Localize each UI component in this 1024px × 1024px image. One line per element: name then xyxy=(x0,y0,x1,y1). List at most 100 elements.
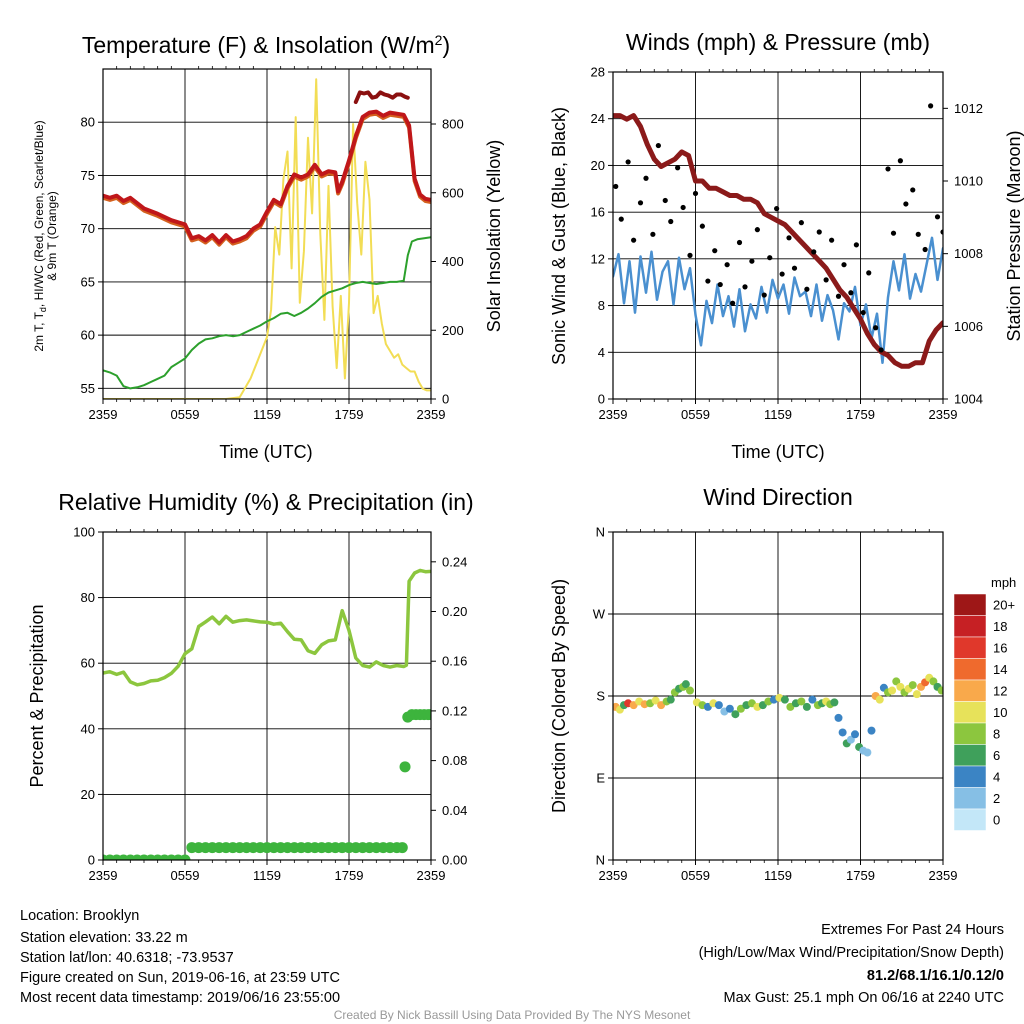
right-tick-label: 0.24 xyxy=(442,554,467,569)
legend-swatch xyxy=(953,679,987,702)
legend-label: 20+ xyxy=(993,598,1015,613)
direction-point xyxy=(686,686,694,695)
most-recent-data: Most recent data timestamp: 2019/06/16 2… xyxy=(20,990,340,1006)
x-tick-label: 0559 xyxy=(171,407,200,422)
data-point xyxy=(631,237,637,243)
y-tick-label: 28 xyxy=(591,65,605,80)
speed-legend-title: mph xyxy=(991,575,1016,590)
legend-swatch xyxy=(953,701,987,724)
x-tick-label: 2359 xyxy=(929,868,958,883)
wind-direction-panel: Wind Direction mph Direction (Colored By… xyxy=(549,484,1016,883)
direction-point xyxy=(937,686,943,695)
winds-xlabel: Time (UTC) xyxy=(731,442,824,462)
data-point xyxy=(878,347,884,353)
station-latlon: Station lat/lon: 40.6318; -73.9537 xyxy=(20,950,234,966)
humidity-ylabel: Percent & Precipitation xyxy=(27,604,47,787)
data-point xyxy=(835,293,842,299)
x-tick-label: 0559 xyxy=(681,407,710,422)
series-line xyxy=(103,78,431,399)
direction-point xyxy=(808,695,817,704)
temperature-panel: Temperature (F) & Insolation (W/m2) 2m T… xyxy=(32,32,504,462)
y-tick-label: 12 xyxy=(591,251,605,266)
temperature-panel-title: Temperature (F) & Insolation (W/m2) xyxy=(82,32,450,58)
legend-label: 18 xyxy=(993,619,1007,634)
humidity-panel-title: Relative Humidity (%) & Precipitation (i… xyxy=(58,489,473,515)
right-tick-label: 1006 xyxy=(954,319,983,334)
plot-frame xyxy=(102,68,432,400)
plot-frame xyxy=(612,531,944,861)
data-point xyxy=(699,223,705,229)
plot-area xyxy=(613,103,943,369)
y-tick-label: 0 xyxy=(88,853,95,868)
legend-label: 12 xyxy=(993,684,1007,699)
direction-point xyxy=(830,698,839,707)
data-point xyxy=(934,214,941,220)
data-point xyxy=(915,231,921,237)
data-point xyxy=(717,281,723,288)
right-tick-label: 0.00 xyxy=(442,853,467,868)
direction-point xyxy=(725,704,734,713)
extremes-title: Extremes For Past 24 Hours xyxy=(821,922,1004,938)
wind-direction-panel-title: Wind Direction xyxy=(703,484,853,510)
x-tick-label: 2359 xyxy=(417,407,446,422)
data-point xyxy=(650,231,656,237)
plot-frame xyxy=(102,531,432,861)
x-tick-label: 2359 xyxy=(599,868,628,883)
data-point xyxy=(779,271,785,277)
wind-ylabel: Sonic Wind & Gust (Blue, Black) xyxy=(549,107,569,365)
data-point xyxy=(425,709,431,721)
legend-label: 8 xyxy=(993,727,1000,742)
data-point xyxy=(736,239,743,246)
legend-swatch xyxy=(953,765,987,788)
data-point xyxy=(890,230,897,236)
data-point xyxy=(705,278,711,284)
y-tick-label: 60 xyxy=(81,328,95,343)
y-tick-label: 60 xyxy=(81,656,95,671)
x-tick-label: 2359 xyxy=(599,407,628,422)
data-point xyxy=(866,270,872,276)
right-tick-label: 0.12 xyxy=(442,703,467,718)
right-tick-label: 0.04 xyxy=(442,803,467,818)
y-tick-label: 80 xyxy=(81,115,95,130)
y-tick-label: 40 xyxy=(81,721,95,736)
right-tick-label: 1004 xyxy=(954,392,983,407)
right-tick-label: 1010 xyxy=(954,174,983,189)
data-point xyxy=(675,165,681,171)
legend-swatch xyxy=(953,722,987,745)
direction-point xyxy=(863,748,872,757)
y-tick-label: 4 xyxy=(598,345,605,360)
right-tick-label: 0.16 xyxy=(442,654,467,669)
x-tick-label: 1159 xyxy=(253,868,281,883)
right-tick-label: 200 xyxy=(442,323,464,338)
data-point xyxy=(873,325,879,331)
data-point xyxy=(804,286,810,292)
data-point xyxy=(662,197,668,204)
x-tick-label: 2359 xyxy=(89,868,118,883)
x-tick-label: 2359 xyxy=(89,407,118,422)
right-tick-label: 0.08 xyxy=(442,753,467,768)
extremes-info: Extremes For Past 24 Hours (High/Low/Max… xyxy=(699,922,1004,1006)
data-point xyxy=(179,854,191,860)
y-tick-label: 55 xyxy=(81,381,95,396)
x-tick-label: 1759 xyxy=(846,407,875,422)
data-point xyxy=(940,229,943,235)
y-tick-label: N xyxy=(596,853,605,868)
x-tick-label: 1159 xyxy=(764,407,792,422)
right-tick-label: 400 xyxy=(442,254,464,269)
right-tick-label: 0 xyxy=(442,392,449,407)
data-point xyxy=(742,284,748,290)
data-point xyxy=(625,159,631,165)
y-tick-label: N xyxy=(596,525,605,540)
direction-point xyxy=(929,677,938,686)
direction-point xyxy=(681,680,690,689)
direction-point xyxy=(731,710,740,719)
direction-point xyxy=(780,695,789,704)
data-point xyxy=(848,290,854,296)
data-point xyxy=(774,206,780,212)
data-point xyxy=(885,166,891,172)
data-point xyxy=(761,292,767,298)
data-point xyxy=(643,175,649,181)
direction-point xyxy=(797,697,806,706)
